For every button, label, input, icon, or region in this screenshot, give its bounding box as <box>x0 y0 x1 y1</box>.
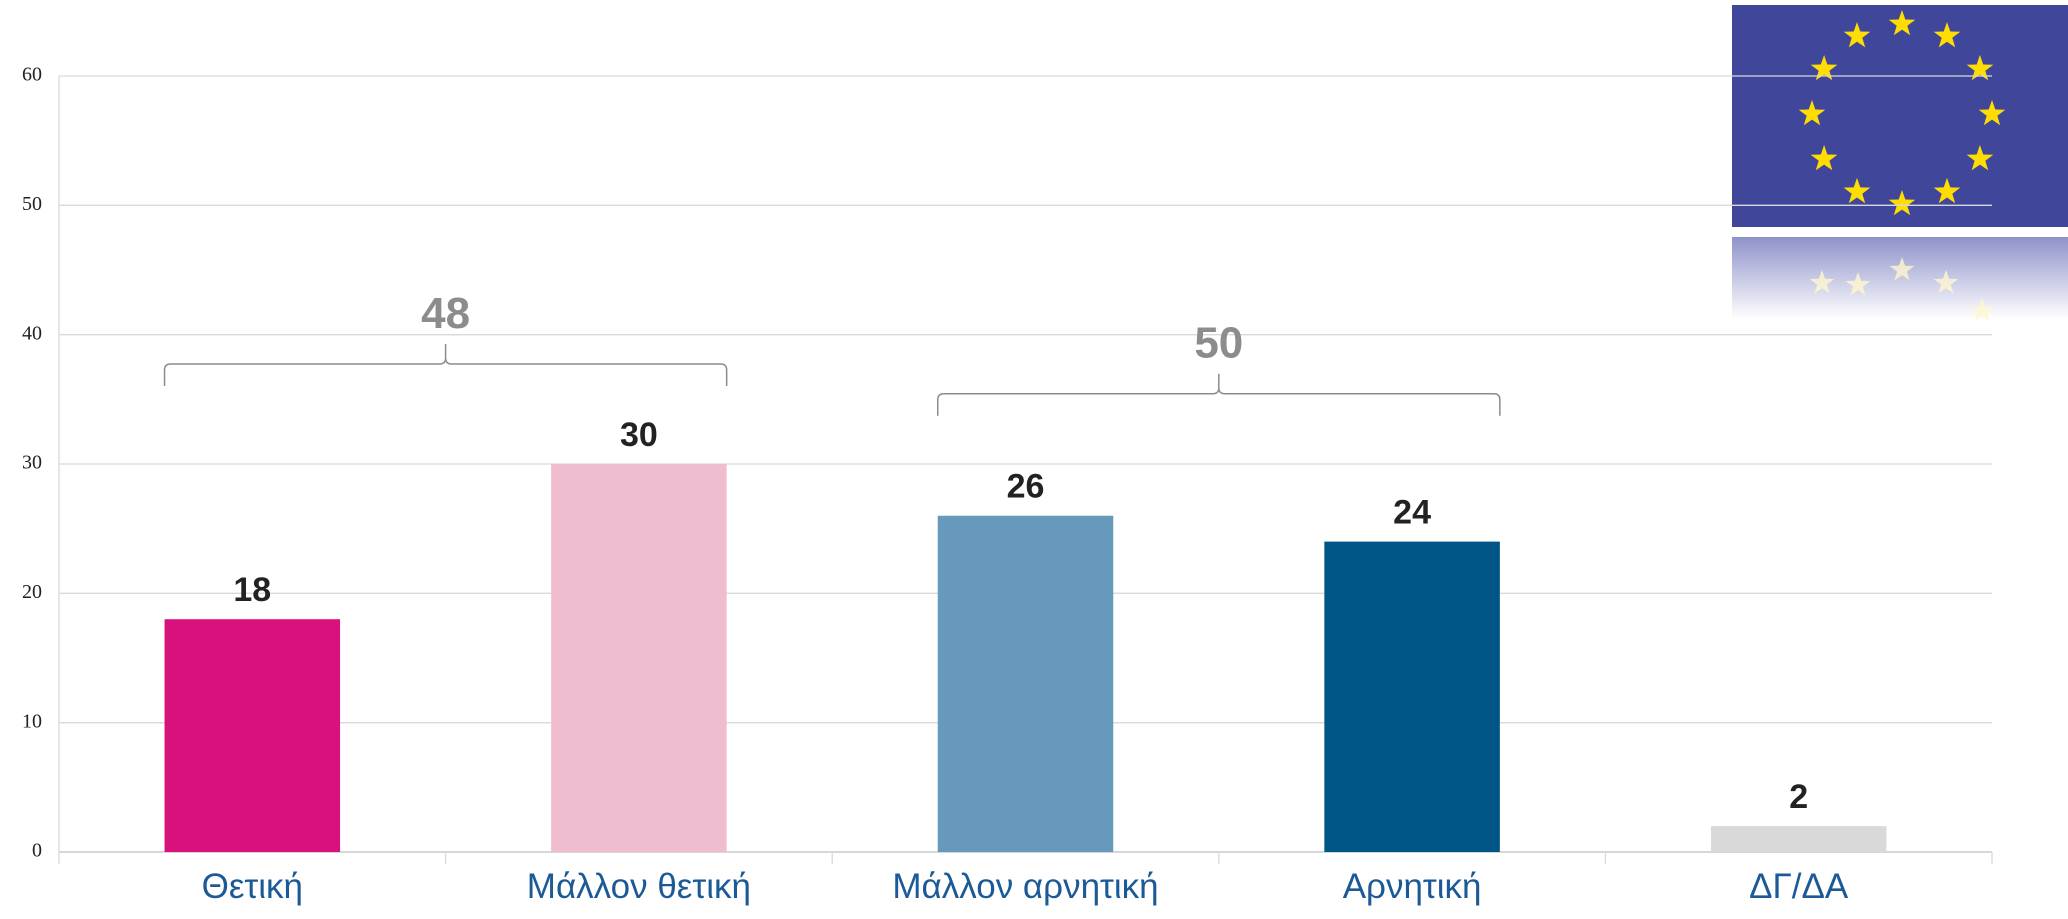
eu-flag <box>1732 5 2068 322</box>
y-tick-label: 50 <box>22 193 42 215</box>
flag-reflection <box>1732 237 2068 319</box>
flag-star <box>1809 270 1835 294</box>
x-tick-label: Αρνητική <box>1343 867 1482 906</box>
flag-star <box>1845 272 1871 296</box>
annotation: 48 <box>421 289 470 338</box>
y-tick-label: 60 <box>22 64 42 86</box>
y-tick-label: 0 <box>32 840 42 862</box>
flag-star <box>1933 270 1959 294</box>
data-label: 26 <box>1007 468 1045 506</box>
flag-star <box>1933 22 1961 48</box>
bar <box>1324 541 1500 852</box>
flag-star <box>1810 55 1838 81</box>
bar <box>937 515 1114 852</box>
y-tick-label: 30 <box>22 452 42 474</box>
flag-star <box>1889 257 1915 281</box>
y-tick-label: 40 <box>22 322 42 344</box>
x-tick-label: Μάλλον θετική <box>527 867 751 906</box>
flag-star <box>1888 10 1916 36</box>
x-tick-label: ΔΓ/ΔΑ <box>1749 867 1849 906</box>
flag-field <box>1732 5 2068 227</box>
flag-star <box>1933 177 1961 204</box>
x-tick-label: Μάλλον αρνητική <box>892 867 1158 906</box>
bracket <box>163 344 728 386</box>
flag-star <box>1810 145 1838 171</box>
bar <box>164 619 341 852</box>
flag-star <box>1843 22 1871 48</box>
bar <box>1710 826 1887 852</box>
flag-star <box>1843 177 1871 204</box>
data-label: 24 <box>1393 494 1431 532</box>
bracket <box>936 373 1501 416</box>
flag-star <box>1798 100 1826 126</box>
data-label: 2 <box>1789 778 1808 816</box>
flag-star <box>1966 55 1994 81</box>
data-label: 30 <box>620 416 658 454</box>
bar <box>551 464 727 852</box>
x-tick-label: Θετική <box>202 867 303 906</box>
data-label: 18 <box>233 571 271 609</box>
flag-star <box>1969 298 1995 322</box>
y-tick-label: 20 <box>22 581 42 603</box>
flag-star <box>1966 145 1994 171</box>
y-tick-label: 10 <box>22 710 42 732</box>
flag-star <box>1888 190 1916 216</box>
flag-star <box>1978 100 2006 126</box>
annotation: 50 <box>1194 319 1243 368</box>
